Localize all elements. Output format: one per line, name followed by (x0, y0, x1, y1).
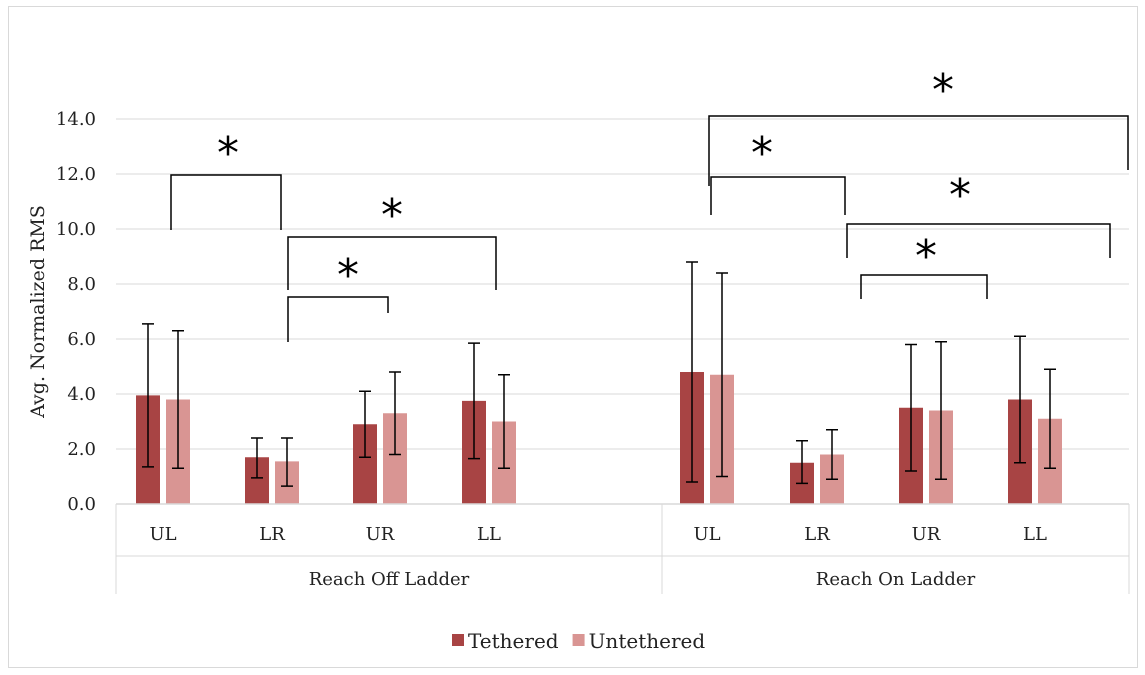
y-tick-label: 12.0 (56, 164, 96, 185)
significance-bracket (170, 174, 282, 230)
significance-star: * (751, 128, 773, 179)
significance-bracket (287, 236, 497, 290)
group-label: Reach Off Ladder (309, 569, 470, 590)
y-tick-label: 0.0 (67, 494, 96, 515)
significance-bracket (846, 223, 1111, 258)
significance-star: * (381, 190, 403, 241)
y-tick-label: 6.0 (67, 329, 96, 350)
legend-swatch-tethered (452, 634, 464, 646)
y-tick-label: 2.0 (67, 439, 96, 460)
y-tick-label: 4.0 (67, 384, 96, 405)
legend-swatch-untethered (572, 634, 585, 646)
category-label: LL (477, 524, 501, 545)
significance-star: * (915, 231, 937, 282)
category-label: UR (366, 524, 395, 545)
significance-bracket (860, 274, 988, 299)
category-label: LR (259, 524, 285, 545)
category-label: LL (1023, 524, 1047, 545)
category-label: UL (693, 524, 720, 545)
category-label: UL (149, 524, 176, 545)
group-label: Reach On Ladder (816, 569, 976, 590)
category-label: UR (912, 524, 941, 545)
significance-bracket (287, 296, 389, 342)
y-tick-label: 10.0 (56, 219, 96, 240)
significance-bracket (708, 115, 1129, 186)
legend-label: Untethered (589, 629, 706, 653)
significance-star: * (337, 250, 359, 301)
legend-label: Tethered (468, 629, 559, 653)
category-label: LR (804, 524, 830, 545)
significance-star: * (949, 170, 971, 221)
significance-star: * (217, 128, 239, 179)
y-tick-label: 8.0 (67, 274, 96, 295)
y-tick-label: 14.0 (56, 109, 96, 130)
y-axis-title: Avg. Normalized RMS (27, 205, 49, 419)
significance-bracket (710, 176, 846, 215)
significance-star: * (932, 65, 954, 116)
